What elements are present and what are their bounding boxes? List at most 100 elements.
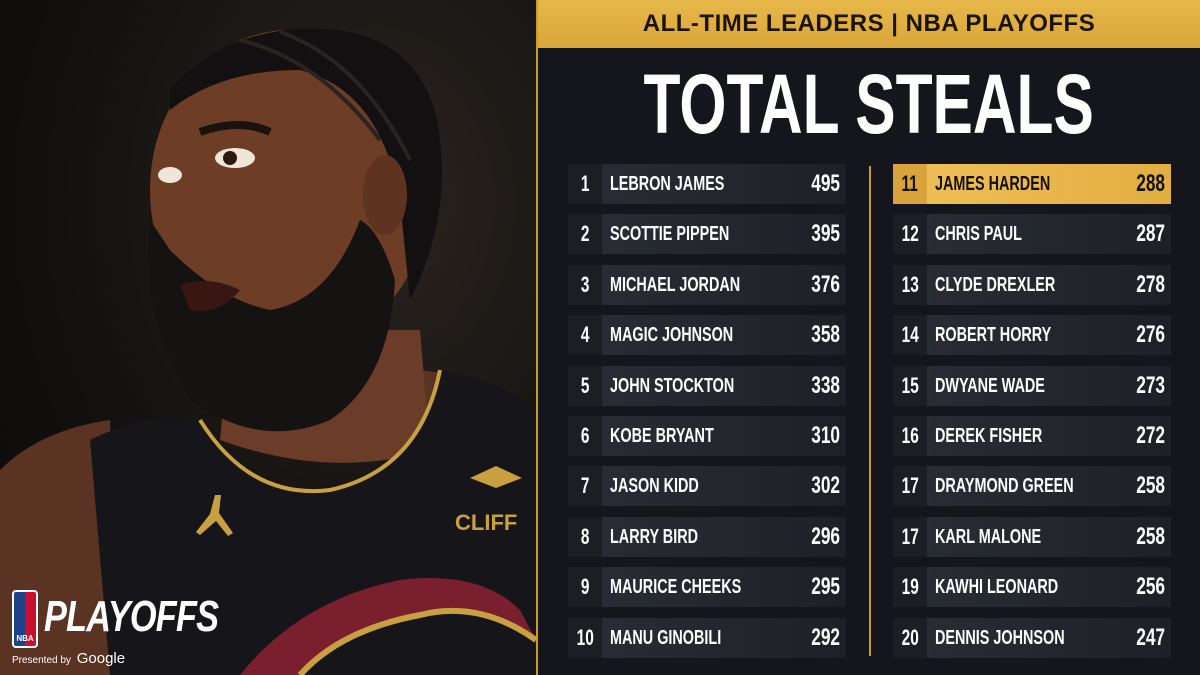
steals-value: 256 (1136, 573, 1165, 601)
player-photo: CLIFF NBA PLAYOFFS Presented by Google (0, 0, 536, 675)
rank-cell: 20 (893, 617, 927, 658)
steals-value: 495 (811, 170, 840, 197)
rank-number: 17 (901, 523, 919, 549)
steals-value: 310 (811, 421, 840, 449)
steals-value: 276 (1136, 321, 1165, 349)
leader-row: 2 SCOTTIE PIPPEN 395 (568, 214, 846, 255)
steals-value: 376 (811, 270, 840, 298)
playoffs-brand: NBA PLAYOFFS Presented by Google (10, 588, 230, 670)
rank-cell: 17 (893, 466, 927, 507)
steals-value: 247 (1136, 623, 1165, 651)
rank-cell: 5 (568, 365, 602, 406)
steals-value: 358 (811, 321, 840, 349)
player-name: DRAYMOND GREEN (935, 475, 1074, 498)
leader-row: 20 DENNIS JOHNSON 247 (893, 617, 1171, 658)
player-name: SCOTTIE PIPPEN (610, 223, 730, 246)
leader-row: 16 DEREK FISHER 272 (893, 415, 1171, 456)
rank-number: 4 (580, 322, 590, 348)
leader-row: 14 ROBERT HORRY 276 (893, 315, 1171, 356)
rank-number: 6 (580, 422, 590, 448)
leaders-column-left: 1 LEBRON JAMES 495 2 SCOTTIE PIPPEN 395 3 MICHA… (568, 164, 846, 668)
player-name: KOBE BRYANT (610, 424, 714, 447)
rank-number: 14 (901, 322, 919, 348)
rank-number: 8 (580, 523, 590, 549)
rank-number: 17 (901, 473, 919, 499)
player-illustration: CLIFF (0, 28, 536, 675)
steals-value: 296 (811, 522, 840, 550)
leader-row: 1 LEBRON JAMES 495 (568, 164, 846, 204)
leader-row: 7 JASON KIDD 302 (568, 466, 846, 507)
rank-number: 7 (580, 473, 590, 499)
rank-cell: 14 (893, 315, 927, 356)
nba-logo-text: NBA (16, 634, 34, 643)
steals-value: 273 (1136, 371, 1165, 399)
leader-row: 17 DRAYMOND GREEN 258 (893, 466, 1171, 507)
player-name: MAURICE CHEEKS (610, 576, 742, 599)
rank-cell: 11 (893, 164, 927, 204)
rank-cell: 6 (568, 415, 602, 456)
steals-value: 258 (1136, 472, 1165, 500)
rank-cell: 3 (568, 264, 602, 305)
rank-number: 15 (901, 372, 919, 398)
steals-value: 295 (811, 573, 840, 601)
player-name: LEBRON JAMES (610, 173, 725, 195)
steals-value: 302 (811, 472, 840, 500)
player-name: CLYDE DREXLER (935, 273, 1056, 296)
player-name: ROBERT HORRY (935, 324, 1052, 347)
header-subtitle: ALL-TIME LEADERS | NBA PLAYOFFS (642, 10, 1096, 37)
leaders-column-right: 11 JAMES HARDEN 288 12 CHRIS PAUL 287 13 CLYDE … (893, 164, 1171, 668)
player-name: JOHN STOCKTON (610, 374, 735, 397)
rank-number: 20 (901, 624, 919, 650)
leader-row: 6 KOBE BRYANT 310 (568, 415, 846, 456)
player-name: DEREK FISHER (935, 424, 1043, 447)
steals-value: 288 (1136, 170, 1165, 197)
leader-row: 5 JOHN STOCKTON 338 (568, 365, 846, 406)
leader-row: 17 KARL MALONE 258 (893, 516, 1171, 557)
rank-number: 1 (580, 171, 590, 196)
rank-cell: 7 (568, 466, 602, 507)
column-divider (869, 166, 871, 656)
rank-number: 16 (901, 422, 919, 448)
rank-cell: 2 (568, 214, 602, 255)
player-name: KAWHI LEONARD (935, 576, 1059, 599)
rank-number: 5 (580, 372, 590, 398)
rank-cell: 17 (893, 516, 927, 557)
rank-number: 9 (580, 574, 590, 600)
leader-row: 13 CLYDE DREXLER 278 (893, 264, 1171, 305)
stat-title-text: TOTAL STEALS (643, 57, 1095, 151)
player-name: DWYANE WADE (935, 374, 1045, 397)
player-name: LARRY BIRD (610, 525, 699, 548)
leader-row: 19 KAWHI LEONARD 256 (893, 567, 1171, 608)
rank-cell: 8 (568, 516, 602, 557)
rank-cell: 1 (568, 164, 602, 204)
steals-value: 338 (811, 371, 840, 399)
rank-cell: 19 (893, 567, 927, 608)
jersey-sponsor-text: CLIFF (455, 510, 517, 535)
player-name: JASON KIDD (610, 475, 699, 498)
rank-number: 19 (901, 574, 919, 600)
presented-by: Presented by Google (12, 650, 125, 667)
player-name: CHRIS PAUL (935, 223, 1022, 246)
rank-cell: 10 (568, 617, 602, 658)
steals-value: 287 (1136, 220, 1165, 248)
steals-value: 278 (1136, 270, 1165, 298)
steals-value: 258 (1136, 522, 1165, 550)
steals-value: 292 (811, 623, 840, 651)
presented-by-label: Presented by (12, 655, 71, 666)
stat-title: TOTAL STEALS (538, 56, 1200, 152)
rank-cell: 13 (893, 264, 927, 305)
rank-number: 2 (580, 221, 590, 247)
rank-cell: 4 (568, 315, 602, 356)
leader-row: 11 JAMES HARDEN 288 (893, 164, 1171, 204)
leaders-panel: ALL-TIME LEADERS | NBA PLAYOFFS TOTAL ST… (536, 0, 1200, 675)
player-name: DENNIS JOHNSON (935, 626, 1065, 649)
player-name: MAGIC JOHNSON (610, 324, 734, 347)
rank-number: 3 (580, 271, 590, 297)
player-name: MANU GINOBILI (610, 626, 722, 649)
rank-cell: 15 (893, 365, 927, 406)
rank-number: 10 (576, 624, 594, 650)
sponsor-name: Google (76, 650, 126, 667)
leader-row: 4 MAGIC JOHNSON 358 (568, 315, 846, 356)
rank-number: 12 (901, 221, 919, 247)
rank-cell: 9 (568, 567, 602, 608)
